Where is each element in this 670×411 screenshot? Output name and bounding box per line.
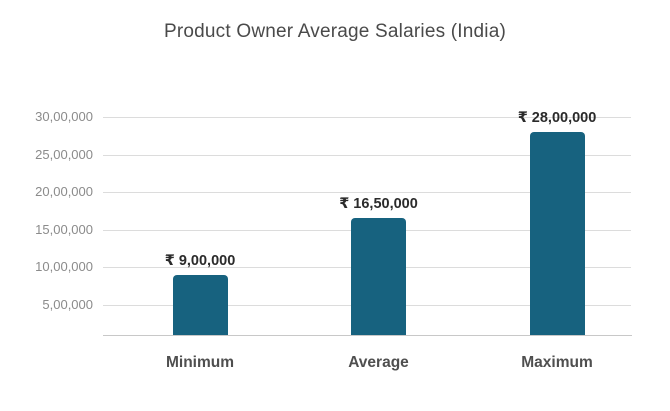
y-tick-label: 15,00,000	[35, 221, 93, 237]
y-tick-label: 5,00,000	[42, 296, 93, 312]
y-gridline	[103, 117, 631, 118]
bar-minimum	[172, 274, 228, 335]
bar-value-label: ₹ 9,00,000	[164, 252, 236, 269]
x-category-label: Minimum	[165, 354, 235, 371]
bar-value-label: ₹ 16,50,000	[339, 196, 418, 213]
chart-title: Product Owner Average Salaries (India)	[163, 21, 507, 42]
y-tick-label: 25,00,000	[35, 146, 93, 162]
y-tick-label: 10,00,000	[35, 259, 93, 274]
y-tick-label: 30,00,000	[35, 109, 93, 124]
x-category-label: Maximum	[521, 354, 593, 371]
y-tick-label: 20,00,000	[35, 184, 93, 199]
y-gridline	[103, 154, 631, 156]
x-axis-line	[103, 335, 632, 336]
x-category-label: Average	[348, 354, 409, 371]
bar-maximum	[529, 132, 585, 335]
y-gridline	[103, 192, 631, 193]
bar-value-label: ₹ 28,00,000	[517, 110, 597, 126]
bar-average	[351, 218, 406, 335]
